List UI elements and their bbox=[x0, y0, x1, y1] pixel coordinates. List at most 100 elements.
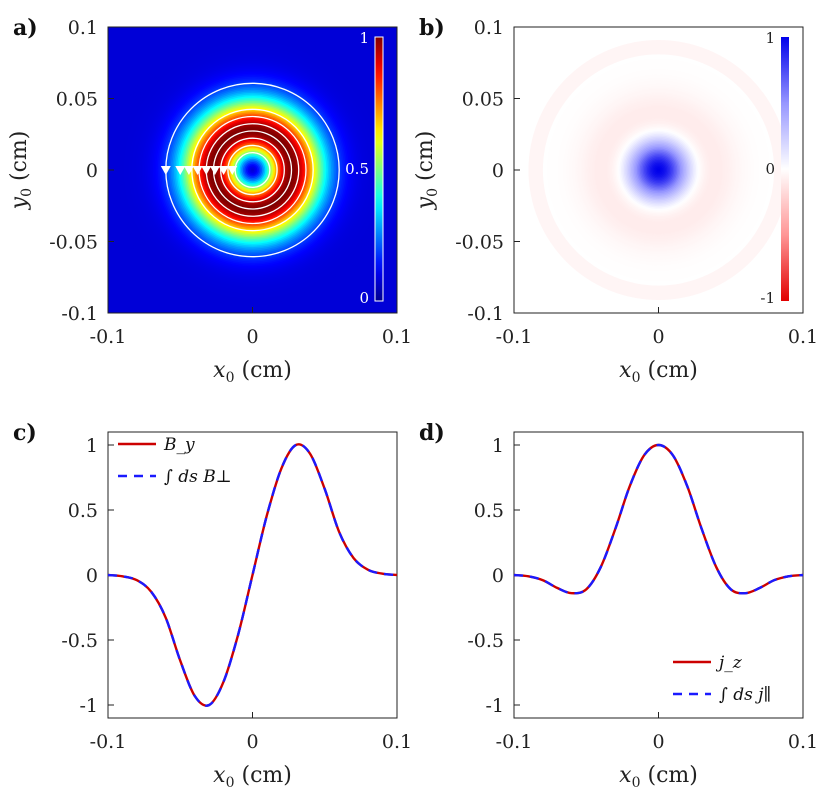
heatmap-ring bbox=[251, 169, 254, 171]
y-tick-label: -0.05 bbox=[455, 232, 504, 254]
trajectory-marker bbox=[201, 166, 212, 175]
trajectory-marker bbox=[218, 166, 229, 175]
y-tick-label: -0.1 bbox=[61, 303, 98, 325]
trajectory-marker bbox=[227, 166, 238, 175]
y-tick-label: 0.5 bbox=[68, 500, 98, 522]
colorbar: 10.50 bbox=[345, 29, 384, 307]
y-axis-label-var: y bbox=[413, 196, 438, 210]
panel-label: d) bbox=[419, 420, 445, 446]
y-tick-label: -0.1 bbox=[467, 303, 504, 325]
y-axis-label-sub: 0 bbox=[425, 188, 441, 197]
series-line-dashed bbox=[513, 443, 804, 595]
x-axis-label-var: x bbox=[619, 358, 632, 383]
x-axis-label-sub: 0 bbox=[226, 775, 235, 791]
x-axis-label-var: x bbox=[619, 763, 632, 788]
y-tick-label: -1 bbox=[485, 695, 504, 717]
x-axis-label-unit: (cm) bbox=[641, 763, 698, 788]
x-axis-label: x0 (cm) bbox=[213, 358, 292, 386]
x-axis-label-sub: 0 bbox=[632, 775, 641, 791]
y-tick-label: -1 bbox=[79, 695, 98, 717]
x-axis-label-unit: (cm) bbox=[641, 358, 698, 383]
panel-label: a) bbox=[13, 15, 38, 41]
y-tick-label: 0.05 bbox=[462, 89, 504, 111]
x-tick-label: 0.1 bbox=[788, 731, 818, 753]
y-tick-label: 0 bbox=[86, 160, 98, 182]
y-tick-label: 0.05 bbox=[56, 89, 98, 111]
legend-entry: j_z bbox=[715, 653, 743, 673]
trajectory-marker bbox=[183, 166, 194, 175]
colorbar-tick-label: 0.5 bbox=[345, 160, 369, 178]
x-tick-label: 0 bbox=[652, 326, 664, 348]
contour-line bbox=[220, 137, 285, 203]
colorbar-tick-label: 1 bbox=[765, 29, 775, 47]
panel-c: -0.1 0 0.110.50-0.5-1x0 (cm)c) B_y∫ ds B⊥ bbox=[13, 420, 412, 791]
y-tick-label: 0 bbox=[86, 565, 98, 587]
y-tick-label: -0.05 bbox=[49, 232, 98, 254]
legend-entry: B_y bbox=[163, 435, 195, 455]
x-axis-label: x0 (cm) bbox=[213, 763, 292, 791]
panel-label: b) bbox=[419, 15, 445, 41]
y-tick-label: 1 bbox=[86, 435, 98, 457]
heatmap-field bbox=[528, 39, 789, 301]
y-axis-label-unit: (cm) bbox=[413, 131, 438, 188]
trajectory-marker bbox=[160, 166, 171, 175]
y-tick-label: 0.5 bbox=[474, 500, 504, 522]
x-tick-label: 0 bbox=[652, 731, 664, 753]
x-axis-label-unit: (cm) bbox=[235, 763, 292, 788]
colorbar-tick-label: 0 bbox=[765, 160, 775, 178]
x-axis-label-unit: (cm) bbox=[235, 358, 292, 383]
colorbar-tick-label: 1 bbox=[359, 29, 369, 47]
x-tick-label: 0.1 bbox=[382, 326, 412, 348]
x-tick-label: 0.1 bbox=[788, 326, 818, 348]
x-tick-label: 0.1 bbox=[382, 731, 412, 753]
heatmap-field bbox=[108, 27, 397, 313]
panel-a: -0.1 0 0.10.10.050-0.05-0.1x0 (cm)y0 (cm)a… bbox=[7, 15, 412, 386]
y-axis-label-var: y bbox=[7, 196, 32, 210]
y-tick-label: -0.5 bbox=[467, 630, 504, 652]
contour-line bbox=[234, 152, 271, 188]
x-tick-label: -0.1 bbox=[90, 731, 127, 753]
y-tick-label: 0 bbox=[492, 565, 504, 587]
legend: B_y ∫ ds B⊥ bbox=[118, 435, 232, 487]
y-tick-label: -0.5 bbox=[61, 630, 98, 652]
contour-line bbox=[227, 144, 278, 196]
x-axis-label-var: x bbox=[213, 763, 226, 788]
x-axis-label-var: x bbox=[213, 358, 226, 383]
trajectory-marker bbox=[175, 166, 186, 175]
colorbar: 1 0 -1 bbox=[760, 29, 789, 307]
y-tick-label: 0.1 bbox=[474, 17, 504, 39]
x-tick-label: -0.1 bbox=[90, 326, 127, 348]
legend: j_z ∫ ds j∥ bbox=[673, 653, 771, 705]
x-tick-label: 0 bbox=[246, 731, 258, 753]
x-tick-label: -0.1 bbox=[496, 326, 533, 348]
axes-box bbox=[513, 431, 804, 719]
panel-b: -0.1 0 0.10.10.050-0.05-0.1x0 (cm)y0 (cm)b… bbox=[413, 15, 818, 386]
colorbar-bar bbox=[374, 36, 384, 302]
panel-d: -0.1 0 0.110.50-0.5-1x0 (cm)d)j_z∫ ds j∥ bbox=[419, 420, 818, 791]
y-axis-label-sub: 0 bbox=[19, 188, 35, 197]
y-tick-label: 1 bbox=[492, 435, 504, 457]
x-axis-label: x0 (cm) bbox=[619, 763, 698, 791]
colorbar-bar bbox=[781, 37, 789, 301]
x-tick-label: -0.1 bbox=[496, 731, 533, 753]
legend-entry: ∫ ds B⊥ bbox=[164, 467, 232, 487]
trajectory-marker bbox=[209, 166, 220, 175]
y-axis-label: y0 (cm) bbox=[7, 131, 35, 211]
legend-entry: ∫ ds j∥ bbox=[719, 685, 771, 705]
x-tick-label: 0 bbox=[246, 326, 258, 348]
panel-label: c) bbox=[13, 420, 37, 446]
trajectory-marker bbox=[192, 166, 203, 175]
y-tick-label: 0 bbox=[492, 160, 504, 182]
series-line-dashed bbox=[107, 443, 398, 707]
x-axis-label-sub: 0 bbox=[632, 370, 641, 386]
x-axis-label: x0 (cm) bbox=[619, 358, 698, 386]
y-axis-label-unit: (cm) bbox=[7, 131, 32, 188]
colorbar-tick-label: 0 bbox=[359, 289, 369, 307]
y-tick-label: 0.1 bbox=[68, 17, 98, 39]
y-axis-label: y0 (cm) bbox=[413, 131, 441, 211]
colorbar-tick-label: -1 bbox=[760, 289, 775, 307]
contour-line bbox=[191, 108, 314, 232]
x-axis-label-sub: 0 bbox=[226, 370, 235, 386]
heatmap-ring bbox=[657, 169, 660, 171]
